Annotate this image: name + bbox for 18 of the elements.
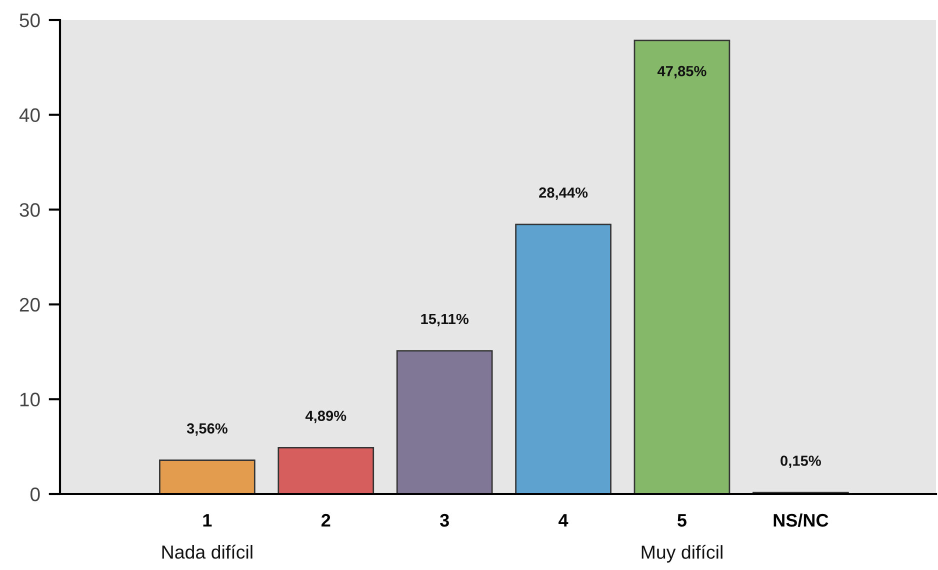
y-tick-label: 50 [20, 13, 40, 28]
category-label: 5 Muy difícil [642, 514, 722, 563]
y-tick-label: 20 [20, 298, 40, 312]
data-label: 3,56% [186, 423, 228, 436]
category-label: 1 Nada difícil [162, 514, 252, 559]
y-tick-label: 40 [19, 108, 40, 122]
y-tick-label: 0 [30, 487, 40, 502]
y-tick-label: 30 [20, 203, 40, 217]
data-label: 47,85% [657, 66, 706, 78]
x-tick-label: 3 [440, 514, 449, 527]
y-tick-label: 10 [20, 392, 40, 406]
data-label: 15,11% [421, 314, 469, 326]
data-label: 4,89% [305, 410, 346, 424]
x-tick-label: 2 [321, 514, 330, 527]
data-label: 0,15% [780, 456, 821, 468]
data-label: 28,44% [539, 187, 588, 200]
x-tick-label: NS/NC [774, 513, 828, 527]
x-tick-label: 4 [558, 514, 568, 527]
